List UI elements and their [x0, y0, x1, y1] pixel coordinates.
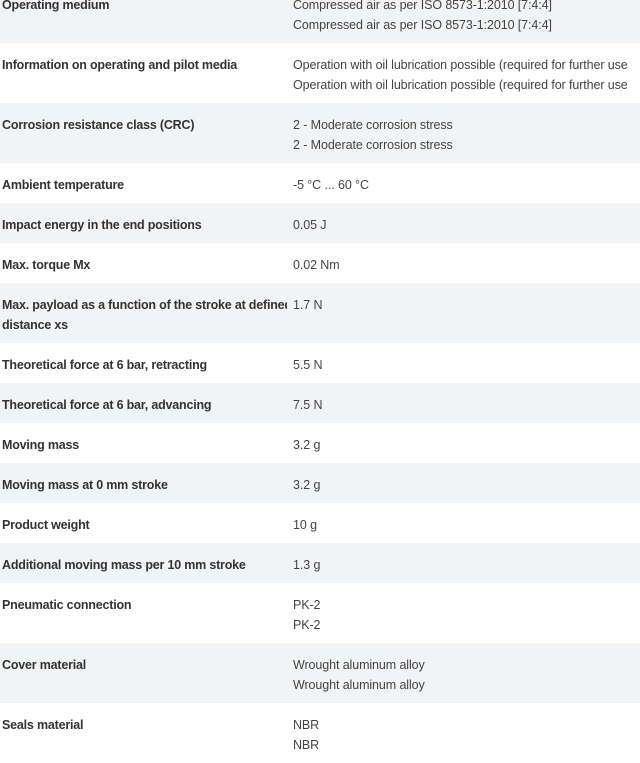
row-label: Product weight — [2, 518, 90, 532]
row-value-line: NBR — [293, 738, 320, 752]
row-label: Impact energy in the end positions — [2, 218, 202, 232]
row-value-line: 0.05 J — [293, 218, 327, 232]
row-value-line: 5.5 N — [293, 358, 323, 372]
row-value-line: 10 g — [293, 518, 317, 532]
row-value-line: Operation with oil lubrication possible … — [293, 58, 628, 72]
row-value: 3.2 g — [287, 435, 320, 455]
row-value: Operation with oil lubrication possible … — [287, 55, 628, 95]
row-value-line: NBR — [293, 718, 320, 732]
table-row: Theoretical force at 6 bar, retracting 5.… — [0, 343, 640, 383]
row-value-line: 7.5 N — [293, 398, 323, 412]
row-value: 10 g — [287, 515, 317, 535]
row-label: Seals material — [2, 718, 84, 732]
row-label-line: Max. payload as a function of the stroke… — [2, 298, 287, 312]
table-row: Max. payload as a function of the stroke… — [0, 283, 640, 343]
row-value-line: PK-2 — [293, 598, 321, 612]
row-value-line: PK-2 — [293, 618, 321, 632]
row-value-line: Wrought aluminum alloy — [293, 678, 425, 692]
table-row: Cover material Wrought aluminum alloy Wrou… — [0, 643, 640, 703]
row-value-line: 1.7 N — [293, 298, 323, 312]
row-value-line: 0.02 Nm — [293, 258, 340, 272]
row-label: Max. torque Mx — [2, 258, 91, 272]
table-row: Moving mass at 0 mm stroke 3.2 g — [0, 463, 640, 503]
row-label: Cover material — [2, 658, 87, 672]
row-value: -5 °C ... 60 °C — [287, 175, 369, 195]
row-value-line: 2 - Moderate corrosion stress — [293, 138, 453, 152]
table-row: Theoretical force at 6 bar, advancing 7.5… — [0, 383, 640, 423]
row-label: Moving mass — [2, 438, 79, 452]
row-label: Corrosion resistance class (CRC) — [2, 118, 195, 132]
row-value-line: -5 °C ... 60 °C — [293, 178, 369, 192]
row-value-line: Compressed air as per ISO 8573-1:2010 [7… — [293, 18, 552, 32]
row-label: Operating medium — [2, 0, 110, 12]
row-value: 0.05 J — [287, 215, 326, 235]
table-row: Seals material NBR NBR — [0, 703, 640, 763]
table-row: Max. torque Mx 0.02 Nm — [0, 243, 640, 283]
row-value: 5.5 N — [287, 355, 322, 375]
table-row: Impact energy in the end positions 0.05 J — [0, 203, 640, 243]
row-label: Max. payload as a function of the stroke… — [0, 295, 287, 335]
row-value-line: Wrought aluminum alloy — [293, 658, 425, 672]
row-label: Moving mass at 0 mm stroke — [2, 478, 168, 492]
row-label: Ambient temperature — [2, 178, 124, 192]
row-value: PK-2 PK-2 — [287, 595, 320, 635]
row-label: Theoretical force at 6 bar, retracting — [2, 358, 207, 372]
row-value-line: Operation with oil lubrication possible … — [293, 78, 628, 92]
table-row: Ambient temperature -5 °C ... 60 °C — [0, 163, 640, 203]
row-value: 2 - Moderate corrosion stress 2 - Moderat… — [287, 115, 453, 155]
row-value: NBR NBR — [287, 715, 319, 755]
row-value: 1.3 g — [287, 555, 320, 575]
row-value: 7.5 N — [287, 395, 322, 415]
table-row: Corrosion resistance class (CRC) 2 - Mode… — [0, 103, 640, 163]
row-value-line: 3.2 g — [293, 478, 321, 492]
table-row: Information on operating and pilot media… — [0, 43, 640, 103]
row-value-line: 2 - Moderate corrosion stress — [293, 118, 453, 132]
row-value-line: Compressed air as per ISO 8573-1:2010 [7… — [293, 0, 552, 12]
row-value: 3.2 g — [287, 475, 320, 495]
row-value-line: 1.3 g — [293, 558, 321, 572]
row-value: Compressed air as per ISO 8573-1:2010 [7… — [287, 0, 552, 35]
row-label: Pneumatic connection — [2, 598, 132, 612]
table-row: Additional moving mass per 10 mm stroke 1… — [0, 543, 640, 583]
row-value: Wrought aluminum alloy Wrought aluminum a… — [287, 655, 425, 695]
row-value-line: 3.2 g — [293, 438, 321, 452]
table-row: Pneumatic connection PK-2 PK-2 — [0, 583, 640, 643]
row-label-line: distance xs — [2, 318, 68, 332]
table-row: Product weight 10 g — [0, 503, 640, 543]
row-label: Theoretical force at 6 bar, advancing — [2, 398, 212, 412]
row-label: Information on operating and pilot media — [2, 58, 238, 72]
row-value: 0.02 Nm — [287, 255, 340, 275]
table-row: Moving mass 3.2 g — [0, 423, 640, 463]
row-value: 1.7 N — [287, 295, 322, 335]
row-label: Additional moving mass per 10 mm stroke — [2, 558, 246, 572]
table-row: Operating medium Compressed air as per IS… — [0, 0, 640, 43]
